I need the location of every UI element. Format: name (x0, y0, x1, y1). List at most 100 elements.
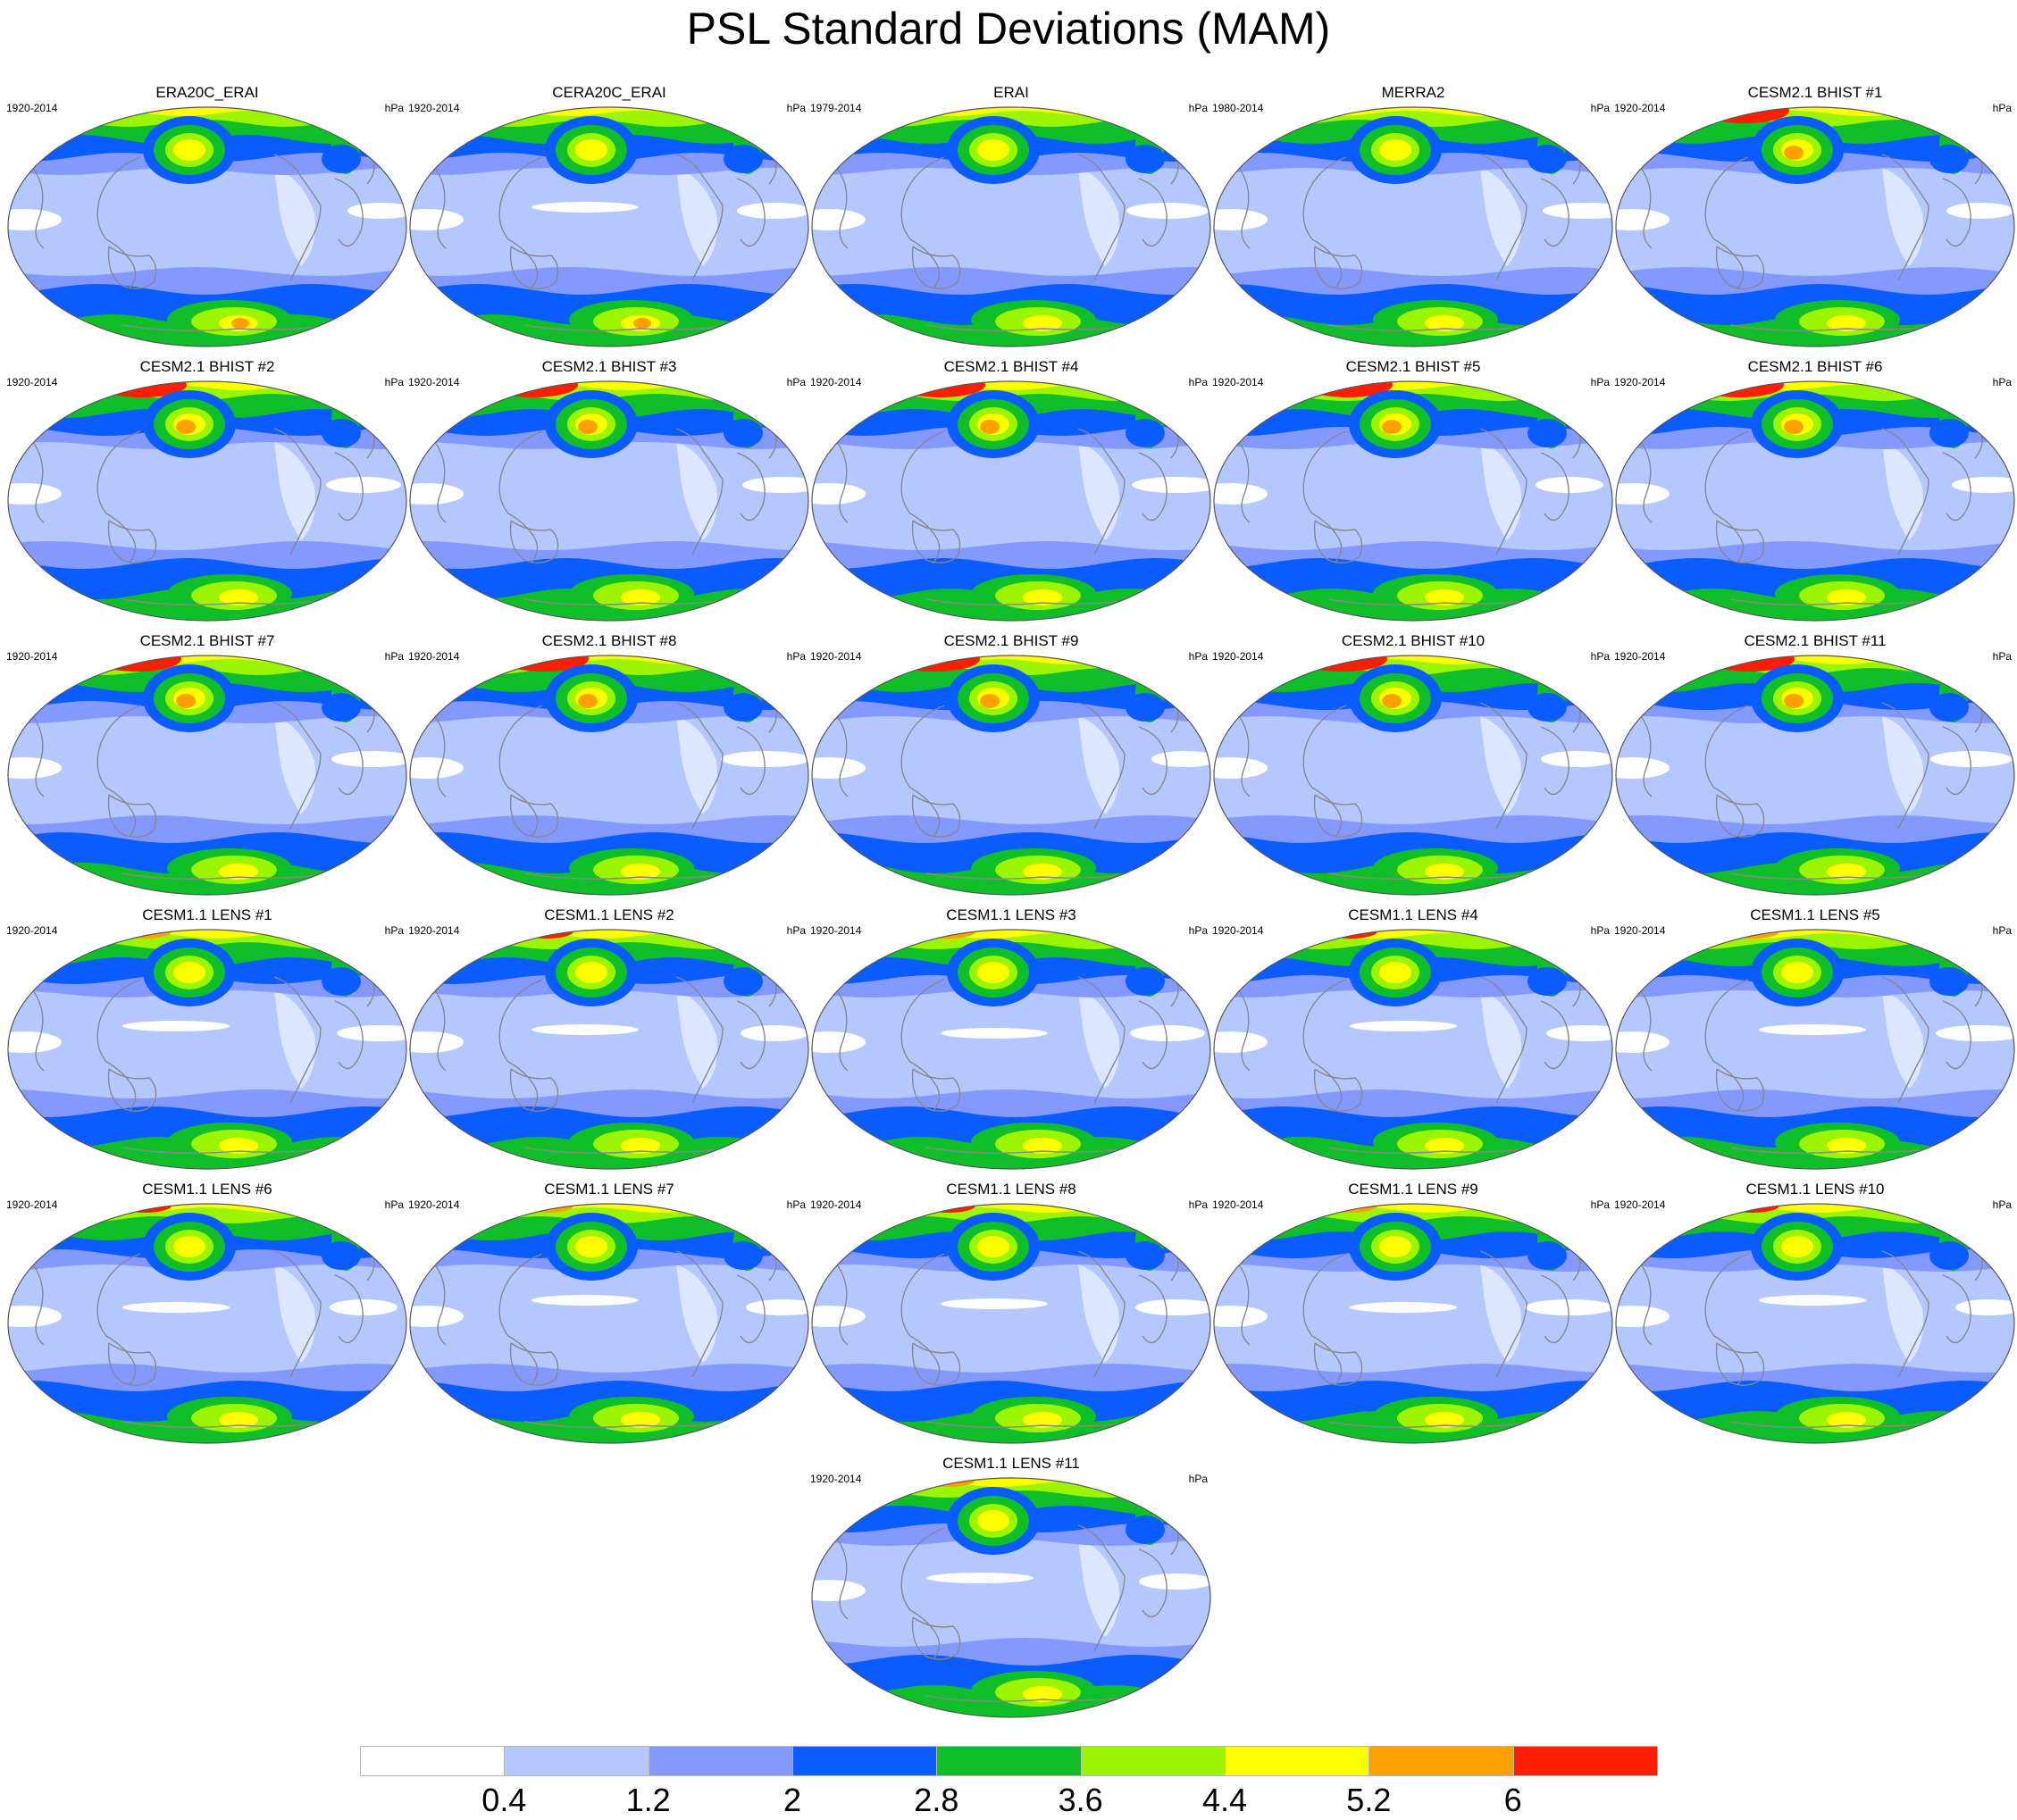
panel-title: CESM2.1 BHIST #4 (943, 358, 1079, 375)
south-america-patch (676, 990, 717, 1089)
colorbar-tick-label: 3.6 (1058, 1782, 1103, 1818)
panel-title: MERRA2 (1381, 84, 1445, 101)
low-variability-patch (941, 1028, 1048, 1039)
map-outline (1615, 1203, 2015, 1444)
low-variability-patch (741, 1025, 808, 1041)
aleutian-centre-5-2 (173, 962, 205, 983)
aleutian-centre-6 (980, 694, 1000, 708)
low-variability-patch (1214, 1031, 1268, 1053)
south-america-patch (274, 716, 315, 814)
coastline (1540, 1000, 1569, 1070)
low-variability-patch (1536, 477, 1603, 493)
coastline (925, 597, 1151, 605)
panel-years: 1920-2014 (810, 1198, 862, 1211)
map-panel: CESM2.1 BHIST #1 1920-2014 hPa (1614, 84, 2016, 356)
south-america-patch (274, 168, 315, 266)
map-panel: CESM1.1 LENS #6 1920-2014 hPa (6, 1181, 408, 1453)
south-america-patch (676, 442, 717, 540)
psl-stddev-map (1213, 655, 1613, 896)
southern-centre-6 (231, 318, 249, 329)
coastline (32, 715, 45, 797)
coastline (434, 441, 447, 523)
psl-stddev-map (1213, 380, 1613, 622)
atlantic-lobe-edge (1527, 693, 1567, 722)
coastline (1715, 1068, 1765, 1112)
coastline (911, 1616, 961, 1660)
coastline (911, 1068, 961, 1112)
atlantic-lobe-edge (724, 145, 763, 173)
panel-years: 1920-2014 (6, 1198, 58, 1211)
southern-centre-5-2 (219, 589, 258, 605)
coastline (1327, 871, 1553, 880)
panel-years: 1920-2014 (6, 924, 58, 937)
coastline (836, 715, 849, 797)
low-variability-patch (1132, 477, 1210, 493)
aleutian-centre-5-2 (1379, 1236, 1411, 1257)
southern-centre-5-2 (1425, 1412, 1464, 1428)
coastline (675, 976, 724, 1104)
panel-title: CESM2.1 BHIST #2 (139, 358, 275, 375)
low-variability-patch (1525, 1299, 1612, 1315)
coastline (1479, 702, 1527, 830)
coastline (736, 1000, 766, 1070)
coastline (1479, 428, 1527, 555)
coastline (96, 705, 141, 838)
low-variability-patch (1759, 1024, 1866, 1035)
psl-stddev-map (811, 929, 1211, 1170)
low-variability-patch (1350, 1302, 1457, 1313)
coastline (273, 1250, 322, 1378)
coastline (107, 1342, 157, 1386)
coastline (334, 452, 364, 522)
map-outline (811, 1477, 1211, 1718)
low-variability-patch (1616, 1031, 1670, 1053)
panel-title: ERAI (993, 84, 1029, 101)
coastline (32, 989, 45, 1072)
psl-stddev-map (1615, 106, 2015, 347)
low-variability-patch (347, 203, 406, 219)
southern-centre-5-2 (1023, 1412, 1062, 1428)
coastline (509, 1342, 559, 1386)
psl-stddev-map (409, 929, 809, 1170)
low-variability-patch (326, 477, 401, 493)
coastline (1238, 715, 1251, 797)
psl-stddev-map (409, 106, 809, 347)
map-outline (409, 106, 809, 347)
map-outline (7, 929, 407, 1170)
coastline (1077, 1524, 1126, 1652)
southern-centre-5-2 (1827, 589, 1866, 605)
coastline (1479, 154, 1527, 281)
panel-units: hPa (1590, 376, 1610, 388)
aleutian-centre-5-2 (1379, 962, 1411, 983)
coastline (1479, 1250, 1527, 1378)
panel-units: hPa (786, 1198, 806, 1211)
atlantic-lobe-edge (724, 693, 763, 722)
psl-stddev-map (811, 655, 1211, 896)
aleutian-centre-5-2 (1781, 1236, 1813, 1257)
coastline (925, 1145, 1151, 1154)
panel-title: CESM1.1 LENS #3 (946, 906, 1076, 923)
coastline (1942, 178, 1971, 247)
coastline (523, 322, 749, 331)
coastline (334, 726, 364, 796)
psl-stddev-map (1615, 929, 2015, 1170)
coastline (1704, 430, 1749, 564)
low-variability-patch (721, 751, 808, 767)
coastline (1238, 989, 1251, 1072)
psl-stddev-map (811, 106, 1211, 347)
coastline (900, 705, 945, 838)
south-america-patch (1882, 1265, 1923, 1363)
coastline (1138, 452, 1168, 522)
coastline (1942, 726, 1971, 796)
psl-stddev-map (409, 1203, 809, 1444)
panel-years: 1920-2014 (1212, 1198, 1264, 1211)
map-panel: CESM2.1 BHIST #2 1920-2014 hPa (6, 358, 408, 630)
low-variability-patch (531, 202, 639, 213)
low-variability-patch (1955, 1299, 2014, 1315)
low-variability-patch (1616, 757, 1670, 779)
aleutian-centre-5-2 (977, 1510, 1009, 1532)
map-outline (409, 655, 809, 896)
coastline (1881, 154, 1929, 281)
map-panel: CESM1.1 LENS #7 1920-2014 hPa (408, 1181, 810, 1453)
panel-title: CESM2.1 BHIST #8 (541, 632, 677, 649)
coastline (96, 979, 141, 1112)
